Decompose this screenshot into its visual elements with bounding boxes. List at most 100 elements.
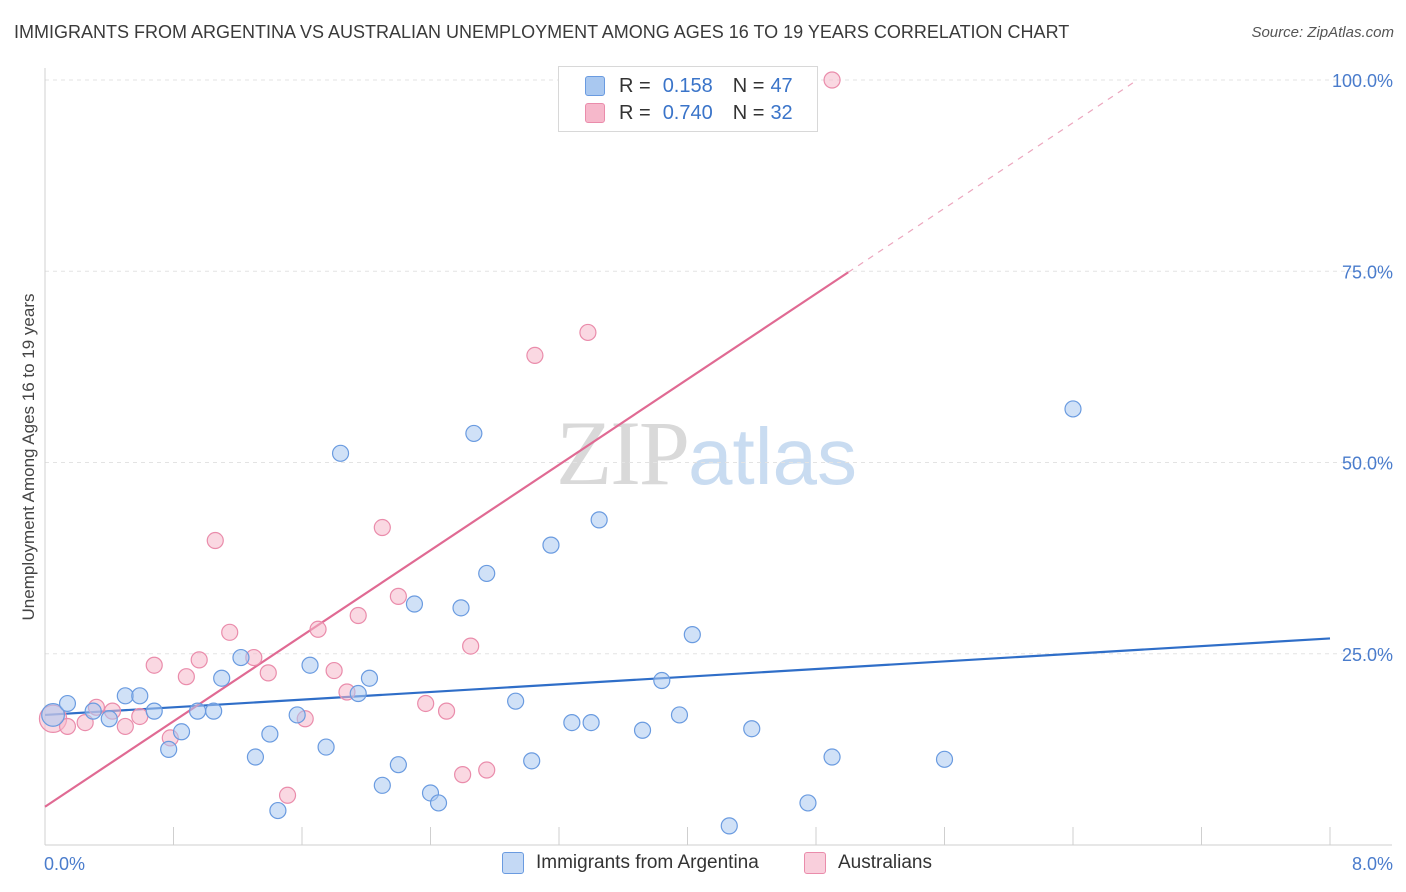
argentina-point xyxy=(633,721,652,739)
data-points xyxy=(38,71,1082,835)
australians-point xyxy=(823,71,841,89)
argentina-point xyxy=(172,723,191,741)
legend-row-australians: R = 0.740 N = 32 xyxy=(585,100,793,126)
legend-r-label: R = xyxy=(619,74,651,97)
argentina-point xyxy=(160,740,178,758)
australians-point xyxy=(389,587,407,605)
australians-point xyxy=(259,664,277,682)
legend-n-label: N = xyxy=(732,74,765,97)
argentina-point xyxy=(116,687,134,705)
argentina-point xyxy=(465,424,483,443)
argentina-point xyxy=(683,626,701,644)
argentina-point xyxy=(720,817,738,835)
australians-point xyxy=(417,694,435,713)
legend-label-australians: Australians xyxy=(838,852,932,873)
argentina-point xyxy=(389,756,407,774)
argentina-point xyxy=(145,702,163,720)
argentina-point xyxy=(1064,400,1082,418)
argentina-point xyxy=(100,710,118,728)
australians-point xyxy=(526,346,544,364)
australians-point xyxy=(177,668,195,686)
legend-swatch-argentina xyxy=(502,852,524,874)
argentina-point xyxy=(41,703,65,727)
australians-point xyxy=(325,661,343,680)
argentina-point xyxy=(261,725,279,743)
trend-line-australians-extension xyxy=(847,79,1138,273)
argentina-point xyxy=(213,669,231,687)
argentina-point xyxy=(542,536,560,554)
argentina-point xyxy=(452,599,470,617)
y-tick-label: 25.0% xyxy=(1342,645,1393,665)
legend-r-label: R = xyxy=(619,101,651,124)
legend-item-argentina: Immigrants from Argentina xyxy=(502,852,759,874)
argentina-point xyxy=(188,702,207,720)
legend-n-label: N = xyxy=(732,101,765,124)
argentina-point xyxy=(743,720,761,738)
argentina-point xyxy=(288,706,306,724)
australians-point xyxy=(116,717,134,736)
y-tick-label: 75.0% xyxy=(1342,262,1393,282)
argentina-point xyxy=(935,750,954,768)
argentina-point xyxy=(653,671,671,690)
australians-point xyxy=(373,518,391,537)
australians-point xyxy=(579,323,597,342)
argentina-point xyxy=(317,738,335,756)
tick-labels: 25.0% 50.0% 75.0% 100.0% 0.0% 8.0% xyxy=(44,71,1393,874)
australians-point xyxy=(221,623,239,641)
australians-point xyxy=(478,761,496,779)
australians-point xyxy=(190,651,208,669)
argentina-point xyxy=(823,748,841,766)
chart-title: IMMIGRANTS FROM ARGENTINA VS AUSTRALIAN … xyxy=(14,22,1070,42)
argentina-point xyxy=(590,511,608,529)
argentina-point xyxy=(246,748,265,766)
australians-point xyxy=(278,786,297,804)
argentina-point xyxy=(582,713,600,732)
source-label: Source: ZipAtlas.com xyxy=(1251,24,1394,41)
legend-r-value: 0.740 xyxy=(662,101,713,124)
argentina-point xyxy=(507,692,525,710)
legend-n-value: 47 xyxy=(770,74,793,97)
watermark-atlas: atlas xyxy=(688,412,857,501)
argentina-point xyxy=(670,706,689,724)
australians-point xyxy=(206,531,224,550)
y-tick-label: 50.0% xyxy=(1342,454,1393,474)
argentina-point xyxy=(349,684,367,703)
trend-line-argentina xyxy=(44,637,1331,717)
argentina-point xyxy=(331,444,350,462)
australians-point xyxy=(145,656,163,674)
legend-swatch-argentina xyxy=(585,76,605,96)
argentina-point xyxy=(799,794,817,812)
argentina-point xyxy=(429,794,448,812)
x-tick-label: 0.0% xyxy=(44,854,85,874)
trend-lines xyxy=(44,79,1331,808)
argentina-point xyxy=(301,656,319,674)
australians-point xyxy=(349,606,367,625)
argentina-point xyxy=(84,702,102,720)
x-tick-label: 8.0% xyxy=(1352,854,1393,874)
legend-n-value: 32 xyxy=(770,101,793,124)
legend-r-value: 0.158 xyxy=(662,74,713,97)
argentina-point xyxy=(232,648,250,667)
grid-lines xyxy=(45,79,1390,655)
australians-point xyxy=(131,707,149,726)
argentina-point xyxy=(523,752,541,770)
argentina-point xyxy=(373,776,391,794)
argentina-point xyxy=(205,702,223,720)
australians-point xyxy=(462,637,480,655)
series-legend: Immigrants from Argentina Australians xyxy=(0,852,1406,878)
legend-row-argentina: R = 0.158 N = 47 xyxy=(585,73,793,99)
y-axis-label: Unemployment Among Ages 16 to 19 years xyxy=(19,294,38,621)
trend-line-australians xyxy=(44,271,849,808)
argentina-point xyxy=(563,713,581,732)
correlation-legend: R = 0.158 N = 47 R = 0.740 N = 32 xyxy=(558,66,818,132)
australians-point xyxy=(454,766,472,784)
argentina-point xyxy=(58,694,77,713)
legend-swatch-australians xyxy=(585,103,605,123)
australians-point xyxy=(437,702,456,720)
argentina-point xyxy=(131,687,149,705)
axes xyxy=(44,68,1392,846)
legend-item-australians: Australians xyxy=(804,852,932,874)
argentina-point xyxy=(269,801,287,820)
legend-swatch-australians xyxy=(804,852,826,874)
